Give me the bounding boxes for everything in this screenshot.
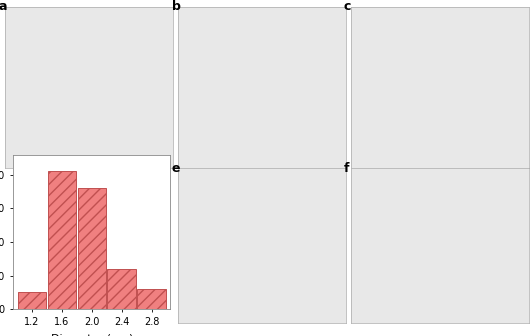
Bar [78, 188, 106, 309]
Text: c: c [344, 0, 351, 13]
Text: a: a [0, 0, 7, 13]
X-axis label: Diameter (nm): Diameter (nm) [51, 333, 133, 336]
Bar [107, 269, 136, 309]
Text: b: b [171, 0, 180, 13]
Bar [18, 292, 46, 309]
Text: e: e [171, 162, 180, 175]
Text: f: f [344, 162, 350, 175]
Bar [137, 289, 166, 309]
Bar [48, 171, 76, 309]
